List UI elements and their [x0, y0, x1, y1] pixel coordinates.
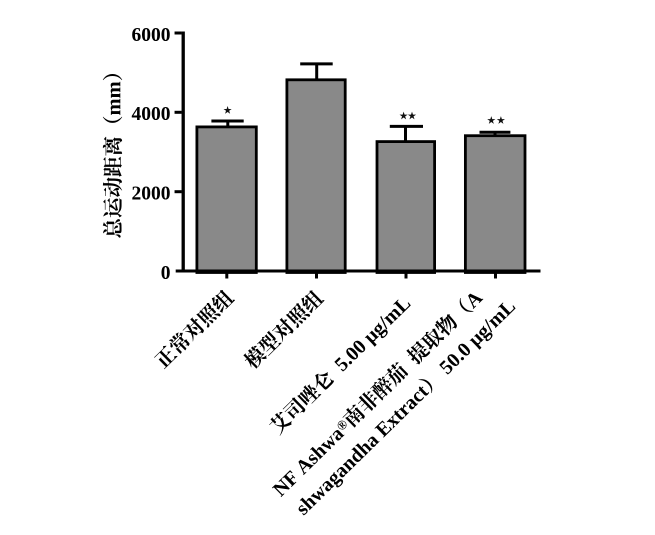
svg-text:6000: 6000 — [132, 25, 171, 46]
svg-text:4000: 4000 — [132, 104, 171, 125]
svg-text:0: 0 — [161, 263, 171, 284]
svg-text:2000: 2000 — [132, 184, 171, 205]
